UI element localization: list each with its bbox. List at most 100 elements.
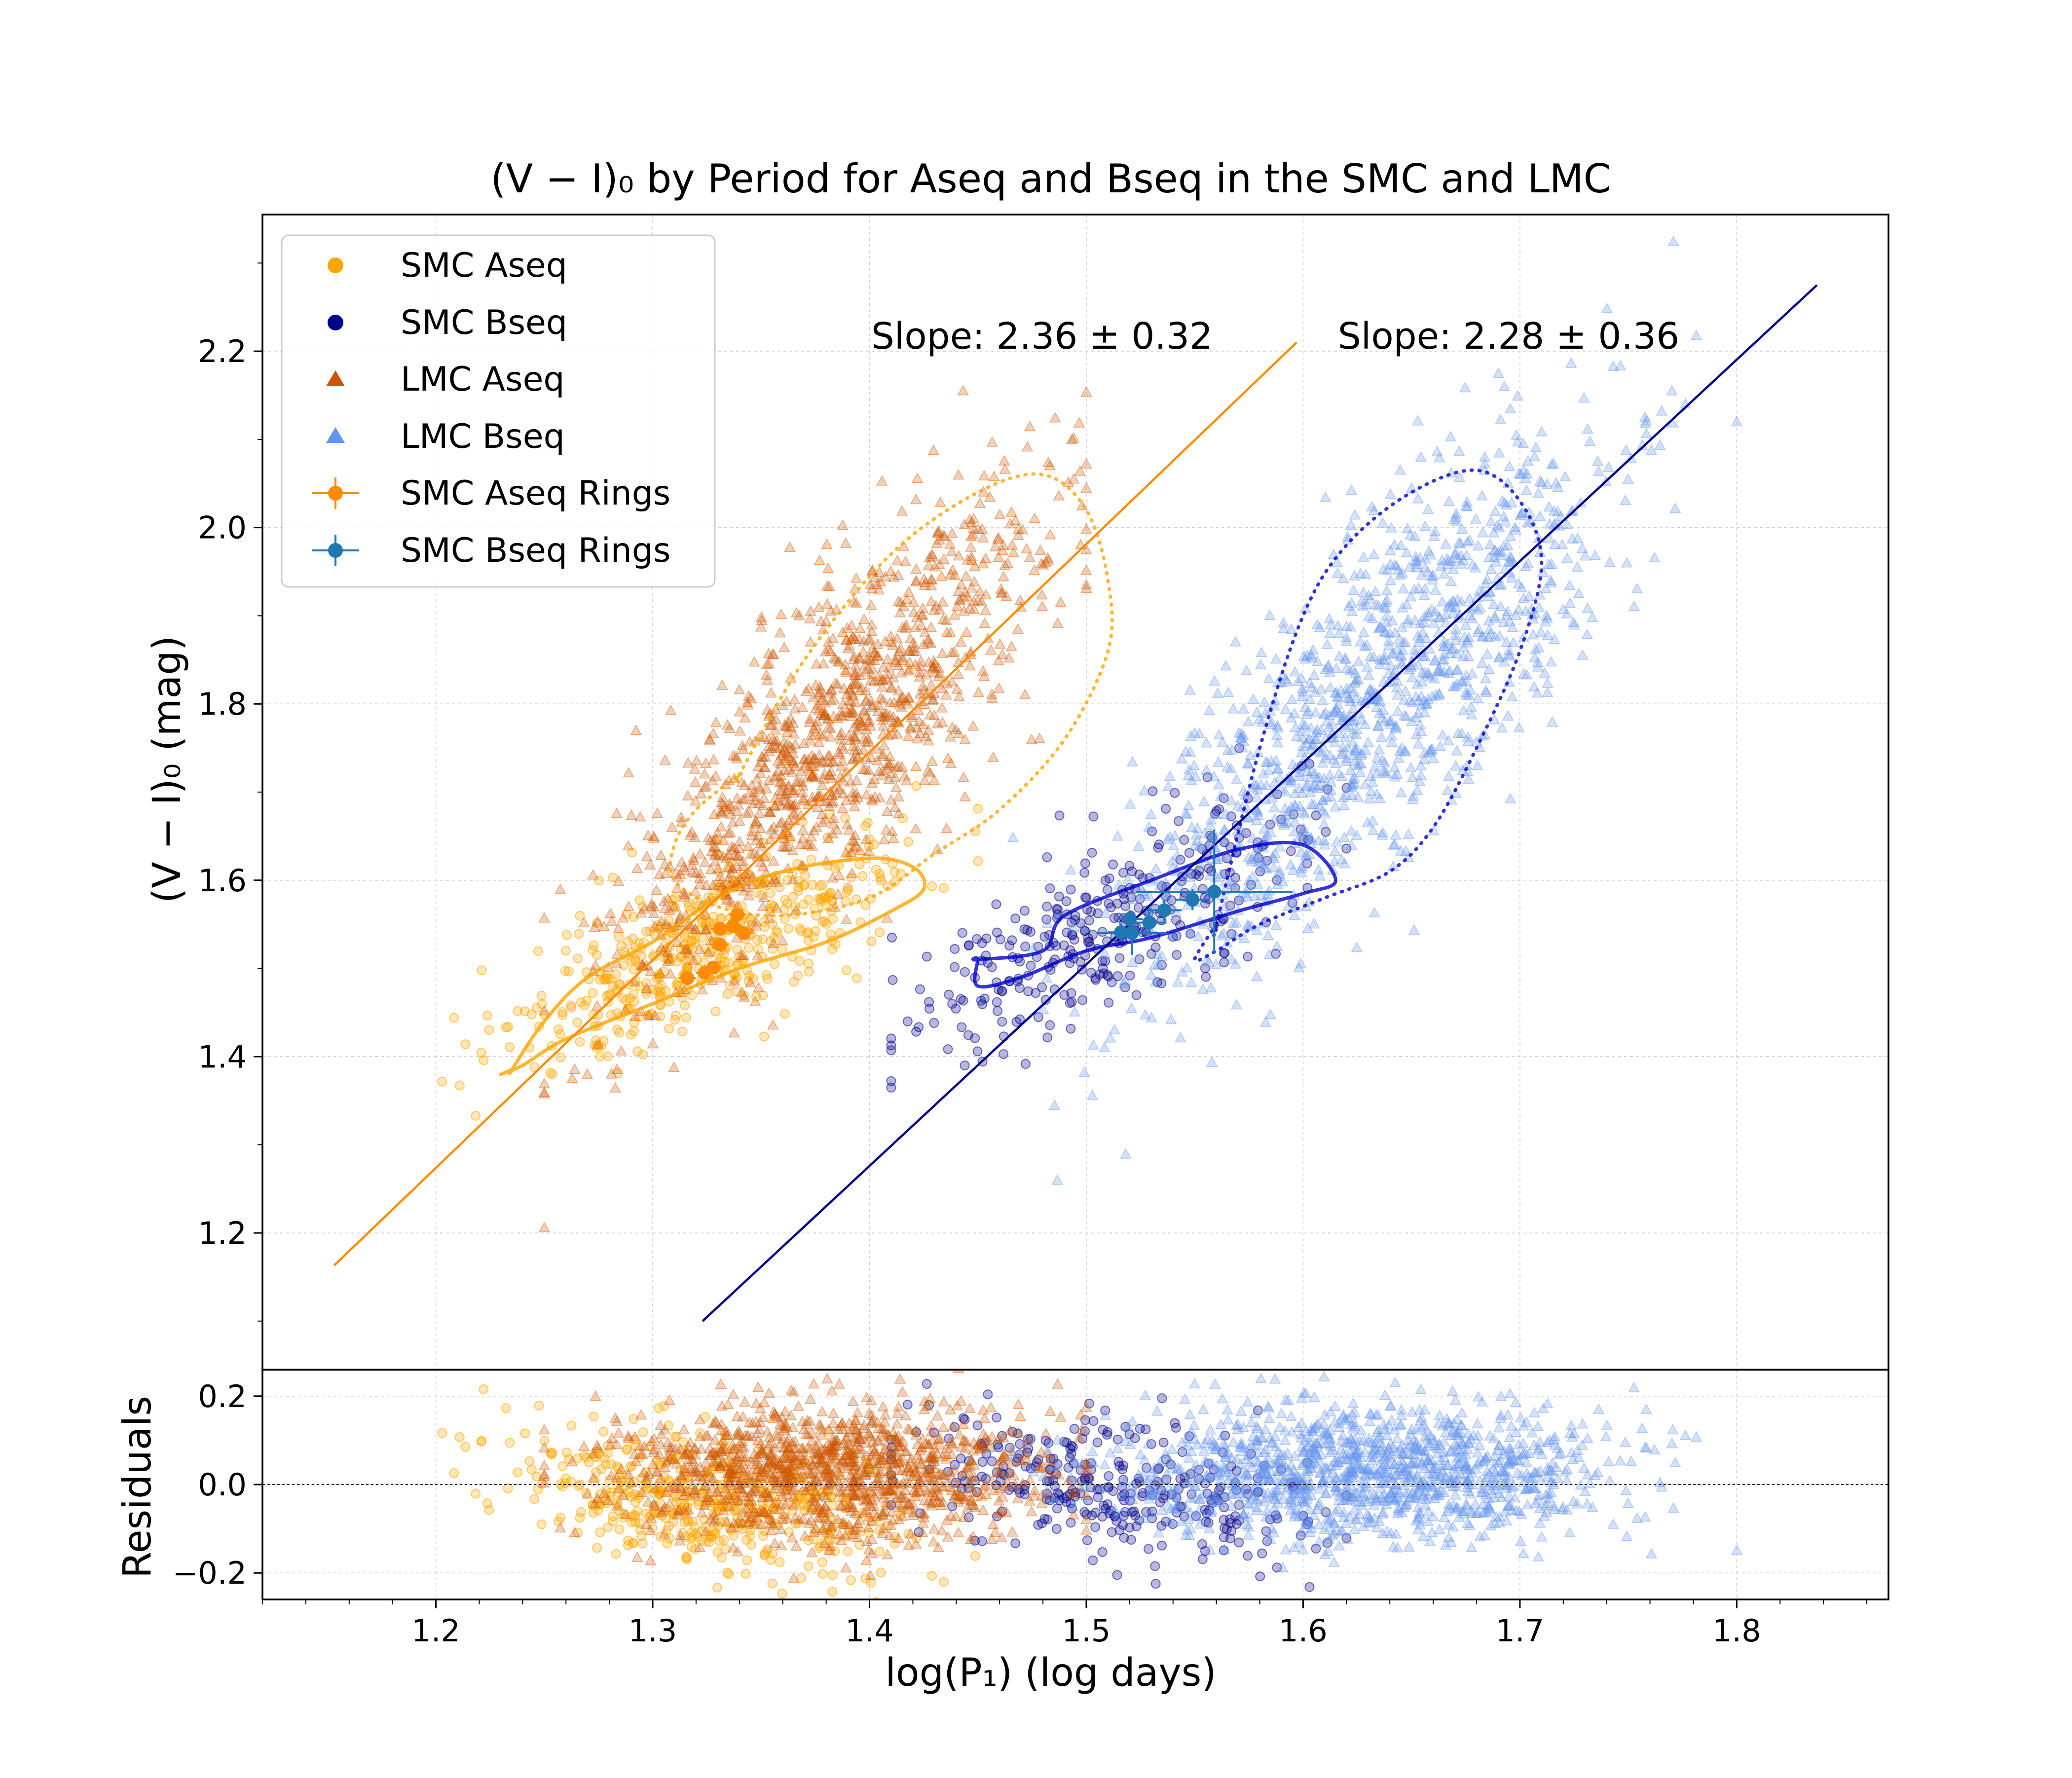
data-point [461, 1040, 470, 1049]
residual-point [539, 1425, 550, 1434]
data-point [761, 670, 772, 679]
data-point [1566, 358, 1576, 367]
data-point [1099, 969, 1108, 978]
data-point [688, 936, 697, 944]
data-point [1432, 446, 1443, 456]
data-point [982, 934, 991, 943]
data-point [1369, 549, 1379, 559]
residual-point [740, 1397, 750, 1406]
data-point [1560, 472, 1570, 481]
data-point [539, 913, 550, 922]
residual-point [777, 1589, 786, 1598]
data-point [760, 1032, 769, 1041]
data-point [993, 1007, 1002, 1016]
data-point [999, 456, 1009, 465]
data-point [952, 1004, 961, 1013]
residual-point [932, 1411, 943, 1420]
data-point [455, 1081, 464, 1090]
residual-point [683, 1516, 692, 1524]
data-point [1206, 982, 1216, 992]
residual-point [613, 1428, 624, 1437]
residual-point [455, 1433, 464, 1442]
data-point [1542, 688, 1553, 697]
data-point [642, 927, 651, 936]
data-point [1482, 649, 1492, 658]
data-point [1385, 576, 1396, 585]
data-point [1385, 489, 1396, 499]
data-point [588, 870, 598, 879]
data-point [1081, 580, 1091, 589]
residual-point [1113, 1435, 1122, 1444]
data-point [770, 960, 779, 969]
residual-point [1125, 1523, 1134, 1532]
data-point [1403, 615, 1413, 624]
residual-point [1089, 1416, 1098, 1425]
data-point [1332, 568, 1343, 578]
data-point [912, 473, 923, 482]
data-point [1098, 927, 1107, 936]
residual-point [764, 1388, 775, 1397]
residual-point [638, 1539, 647, 1548]
residual-point [847, 1576, 855, 1585]
data-point [1603, 462, 1614, 472]
data-point [980, 606, 991, 615]
data-point [1352, 943, 1362, 952]
data-point [1593, 466, 1604, 475]
data-point [1438, 730, 1448, 739]
data-point [929, 1018, 938, 1027]
data-point [1416, 452, 1426, 461]
data-point [903, 1017, 912, 1026]
residual-point [986, 1403, 996, 1412]
data-point [1655, 440, 1665, 449]
residual-point [1083, 1536, 1092, 1545]
residual-point [1067, 1518, 1075, 1527]
data-point [1430, 585, 1441, 594]
data-point [1125, 862, 1134, 871]
residual-point [710, 1529, 719, 1538]
data-point [656, 850, 666, 860]
data-point [1025, 421, 1035, 431]
data-point [973, 1047, 982, 1056]
data-point [969, 577, 979, 586]
data-point [1320, 492, 1331, 502]
residual-point [814, 1419, 825, 1429]
residual-point [520, 1429, 529, 1438]
residual-point [1119, 1461, 1128, 1470]
data-point [961, 1061, 969, 1070]
data-point [844, 885, 853, 894]
residual-point [1112, 1570, 1121, 1579]
data-point [1413, 494, 1423, 503]
residual-point [1172, 1423, 1181, 1432]
data-point [993, 998, 1001, 1007]
data-point [978, 533, 989, 542]
data-point [1602, 303, 1612, 313]
data-point [961, 571, 971, 581]
data-point [1084, 938, 1093, 946]
data-point [629, 934, 637, 943]
data-point [1184, 800, 1194, 810]
data-point [631, 726, 641, 735]
data-point [1499, 381, 1510, 391]
data-point [766, 688, 777, 697]
data-point [1389, 762, 1400, 772]
data-point [996, 935, 1005, 944]
data-point [992, 900, 1000, 908]
data-point [582, 996, 591, 1005]
data-point [449, 1014, 458, 1022]
data-point [1346, 520, 1356, 530]
data-point [1052, 1175, 1063, 1184]
data-point [1319, 819, 1329, 829]
data-point [1474, 624, 1484, 634]
data-point [624, 902, 634, 911]
data-point [1480, 452, 1490, 461]
data-point [645, 860, 655, 869]
data-point [1013, 624, 1023, 633]
data-point [660, 755, 670, 764]
data-point [828, 914, 837, 923]
data-point [1395, 465, 1406, 474]
residual-point [591, 1391, 601, 1400]
data-point [801, 871, 810, 880]
data-point [768, 1020, 778, 1029]
residual-point [844, 1547, 852, 1556]
